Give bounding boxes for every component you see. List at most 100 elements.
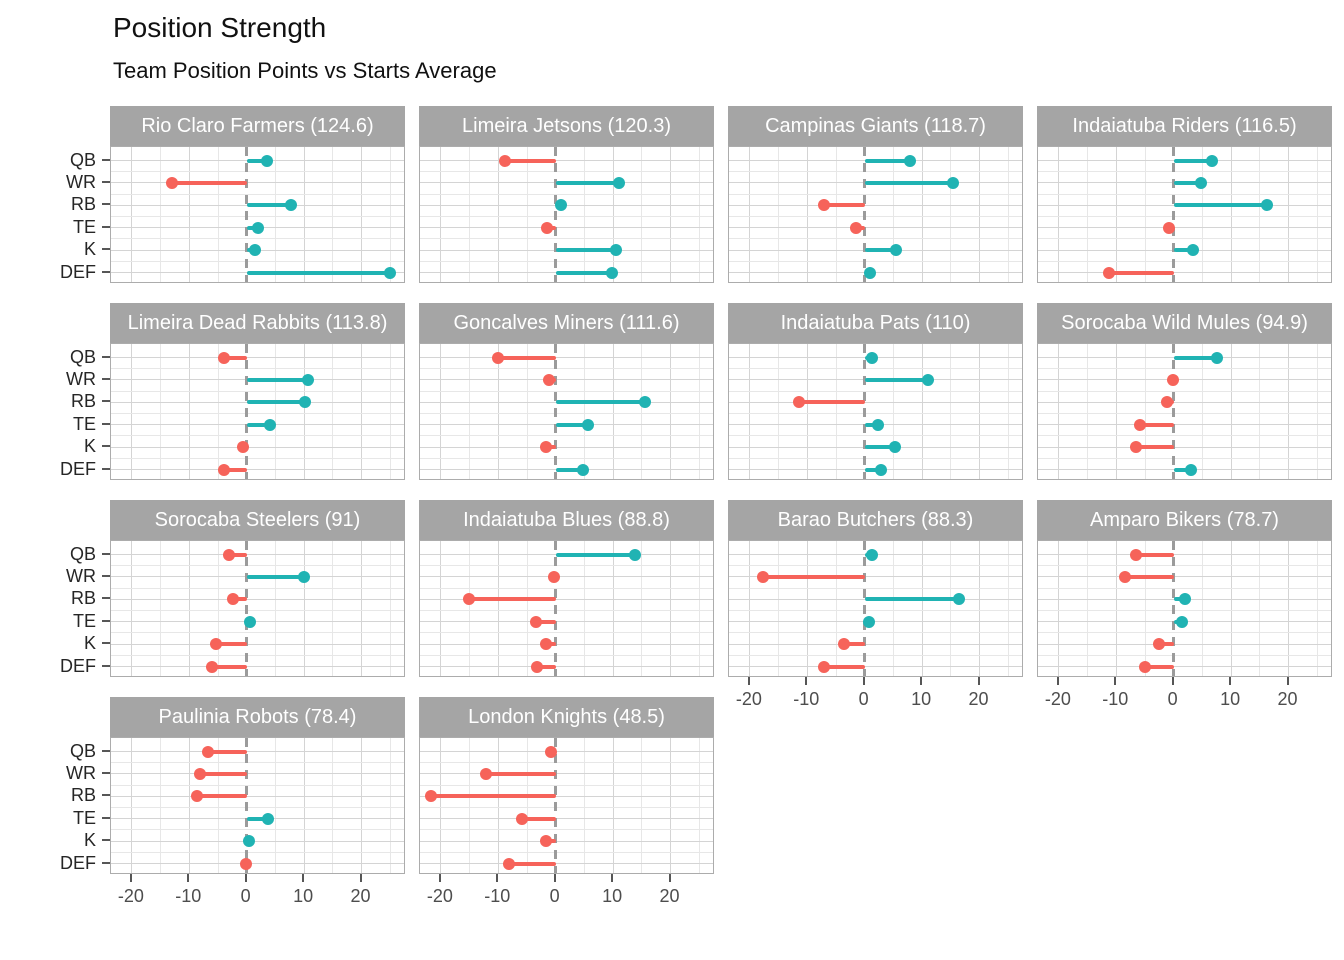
gridline	[806, 541, 808, 676]
gridline	[440, 344, 442, 479]
y-axis-label: WR	[66, 565, 96, 586]
y-axis-tick	[102, 552, 110, 555]
gridline	[111, 587, 404, 589]
lollipop-dot	[237, 441, 250, 454]
lollipop-stem	[864, 422, 879, 427]
gridline	[217, 147, 219, 282]
gridline	[1288, 147, 1289, 282]
lollipop-dot	[217, 463, 230, 476]
x-axis-tick	[747, 677, 750, 685]
lollipop-dot	[612, 176, 625, 189]
y-axis-tick	[102, 619, 110, 622]
gridline	[1007, 147, 1009, 282]
gridline	[497, 147, 499, 282]
lollipop-dot	[817, 199, 830, 212]
lollipop-dot	[838, 638, 851, 651]
gridline	[420, 357, 713, 358]
gridline	[526, 344, 528, 479]
gridline	[1259, 541, 1261, 676]
y-axis-label: TE	[72, 413, 96, 434]
gridline	[729, 401, 1022, 403]
gridline	[420, 654, 713, 656]
gridline	[1259, 344, 1261, 479]
gridline	[1038, 238, 1331, 240]
gridline	[111, 238, 404, 240]
gridline	[111, 829, 404, 831]
lollipop-dot	[1160, 396, 1173, 409]
lollipop-dot	[248, 244, 261, 257]
lollipop-dot	[545, 745, 558, 758]
facet-panel	[419, 343, 714, 480]
lollipop-dot	[1133, 418, 1146, 431]
gridline	[420, 160, 713, 161]
gridline	[1058, 541, 1060, 676]
lollipop-dot	[757, 570, 770, 583]
y-axis-label: K	[83, 830, 96, 851]
lollipop-dot	[252, 221, 265, 234]
gridline	[111, 851, 404, 853]
gridline	[1038, 424, 1331, 426]
gridline	[1201, 344, 1203, 479]
lollipop-dot	[299, 396, 312, 409]
lollipop-dot	[817, 660, 830, 673]
lollipop-stem	[509, 861, 556, 866]
gridline	[1038, 390, 1331, 392]
gridline	[111, 598, 404, 600]
y-axis-label: TE	[72, 610, 96, 631]
gridline	[111, 554, 404, 555]
gridline	[420, 216, 713, 217]
gridline	[420, 435, 713, 437]
lollipop-stem	[1173, 467, 1191, 472]
y-axis-tick	[102, 664, 110, 667]
lollipop-dot	[872, 418, 885, 431]
y-axis-tick	[102, 270, 110, 273]
lollipop-stem	[555, 422, 588, 427]
lollipop-dot	[530, 615, 543, 628]
gridline	[1230, 147, 1232, 282]
gridline	[420, 643, 713, 645]
lollipop-stem	[555, 270, 612, 275]
x-axis-tick	[1229, 677, 1232, 685]
lollipop-stem	[233, 597, 247, 602]
x-axis-tick	[977, 677, 980, 685]
gridline	[729, 457, 1022, 459]
x-axis-tick	[244, 874, 247, 882]
gridline	[1144, 147, 1146, 282]
gridline	[420, 610, 713, 611]
gridline	[332, 541, 334, 676]
x-tick-label: 10	[1220, 689, 1241, 709]
gridline	[111, 182, 404, 184]
x-tick-label: -20	[1044, 689, 1071, 709]
x-tick-label: 0	[1167, 689, 1178, 709]
gridline	[1316, 344, 1318, 479]
gridline	[1038, 368, 1331, 370]
x-axis-tick	[920, 677, 923, 685]
gridline	[497, 541, 499, 676]
y-axis-tick	[102, 794, 110, 797]
gridline	[160, 147, 162, 282]
gridline	[612, 541, 614, 676]
gridline	[979, 541, 980, 676]
y-axis-tick	[102, 203, 110, 206]
gridline	[111, 751, 404, 752]
gridline	[729, 238, 1022, 240]
facet-title: Campinas Giants (118.7)	[728, 106, 1023, 146]
gridline	[420, 795, 713, 797]
gridline	[111, 643, 404, 645]
gridline	[583, 738, 585, 873]
lollipop-stem	[864, 597, 959, 602]
lollipop-dot	[383, 266, 396, 279]
facet-panel	[1037, 343, 1332, 480]
gridline	[111, 840, 404, 842]
lollipop-dot	[202, 745, 215, 758]
gridline	[420, 598, 713, 600]
facet-panel	[728, 540, 1023, 677]
gridline	[1038, 435, 1331, 437]
gridline	[1230, 541, 1232, 676]
lollipop-dot	[222, 548, 235, 561]
lollipop-dot	[503, 857, 516, 870]
lollipop-dot	[463, 593, 476, 606]
gridline	[1007, 541, 1009, 676]
gridline	[111, 457, 404, 459]
gridline	[729, 654, 1022, 656]
